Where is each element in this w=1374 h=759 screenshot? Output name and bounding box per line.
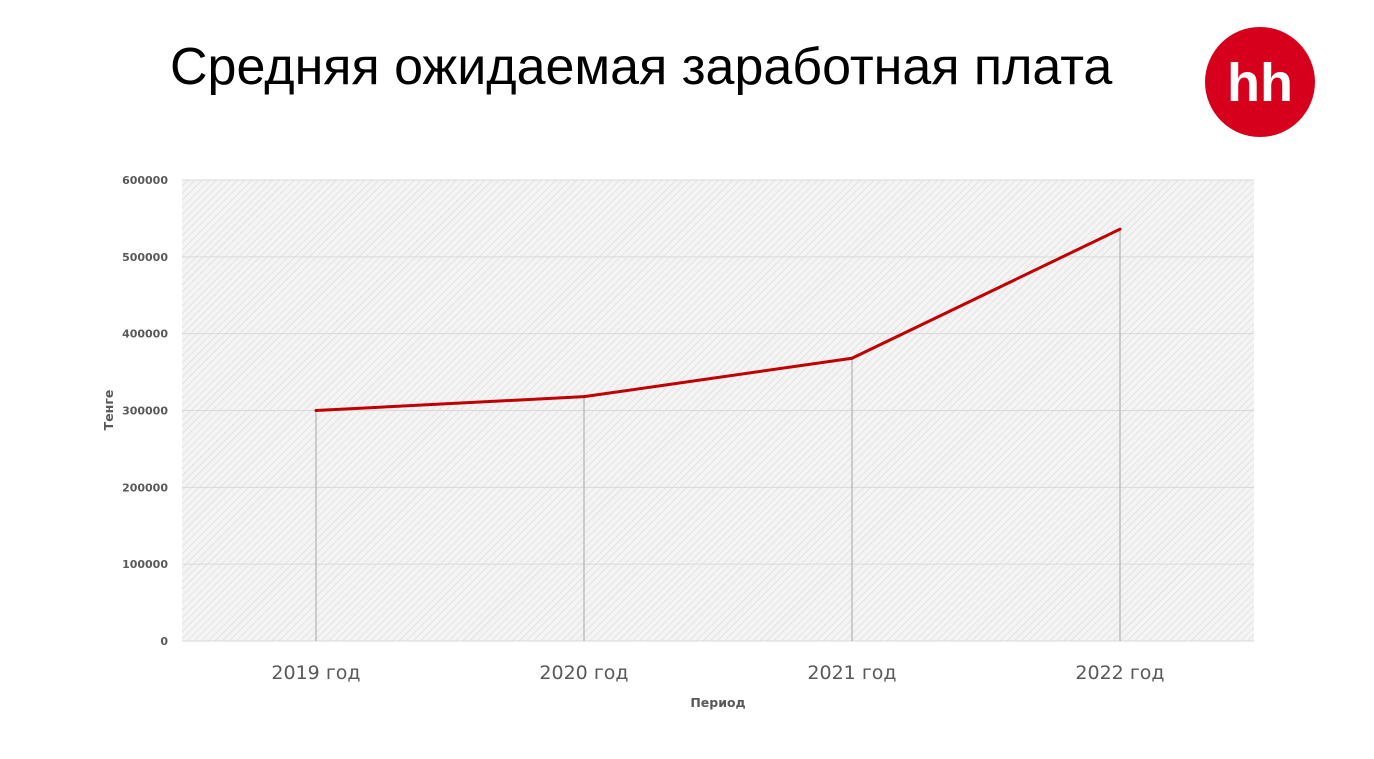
y-tick-label: 100000 bbox=[122, 558, 168, 571]
slide-title: Средняя ожидаемая заработная плата bbox=[170, 38, 1113, 96]
x-tick-label: 2020 год bbox=[539, 662, 628, 684]
data-point bbox=[314, 409, 318, 412]
series-group bbox=[314, 227, 1122, 412]
hh-logo-text: hh bbox=[1227, 53, 1293, 113]
hh-logo-circle bbox=[1205, 27, 1315, 137]
y-tick-label: 200000 bbox=[122, 481, 168, 494]
data-point bbox=[582, 395, 586, 399]
y-tick-label: 0 bbox=[160, 635, 168, 648]
series-line bbox=[315, 227, 1121, 412]
y-tick-label: 400000 bbox=[122, 328, 168, 341]
gridlines bbox=[182, 179, 1254, 642]
y-axis-title: Тенге bbox=[101, 390, 116, 431]
hh-logo-icon: hh bbox=[1205, 27, 1315, 137]
x-tick-label: 2022 год bbox=[1075, 662, 1164, 684]
x-axis-title: Период bbox=[690, 695, 745, 710]
x-tick-label: 2021 год bbox=[807, 662, 896, 684]
x-tick-label: 2019 год bbox=[271, 662, 360, 684]
drop-lines bbox=[315, 229, 1121, 641]
y-tick-label: 600000 bbox=[122, 174, 168, 187]
y-tick-label: 300000 bbox=[122, 405, 168, 418]
data-point bbox=[1118, 227, 1122, 231]
y-tick-label: 500000 bbox=[122, 251, 168, 264]
y-axis-ticks: 0 100000 200000 300000 400000 500000 600000 bbox=[122, 174, 168, 648]
x-axis-ticks: 2019 год 2020 год 2021 год 2022 год bbox=[271, 662, 1164, 684]
data-point bbox=[850, 356, 854, 360]
